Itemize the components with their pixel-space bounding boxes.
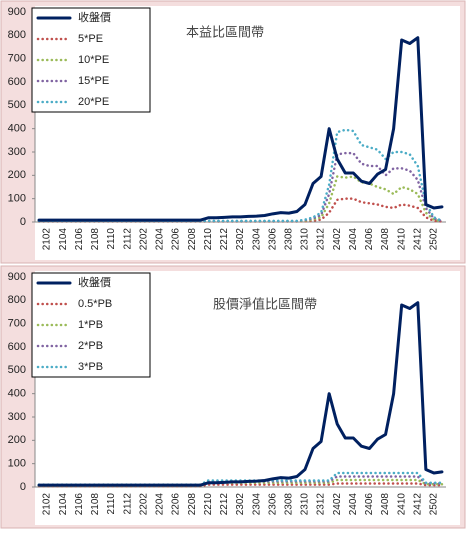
x-tick-label: 2404 [348,493,359,516]
x-tick-label: 2312 [316,493,327,516]
x-tick-label: 2408 [380,228,391,251]
x-tick-label: 2502 [429,493,440,516]
y-tick-label: 100 [8,193,26,205]
x-tick-label: 2110 [106,228,117,250]
x-tick-label: 2306 [267,228,278,251]
y-tick-label: 700 [8,53,26,65]
x-tick-label: 2408 [380,493,391,516]
x-tick-label: 2304 [251,493,262,516]
x-tick-label: 2110 [106,493,117,515]
legend-label: 20*PE [78,96,109,108]
x-tick-label: 2502 [429,228,440,251]
x-tick-label: 2410 [396,228,407,251]
x-tick-label: 2312 [316,228,327,251]
y-tick-label: 100 [8,458,26,470]
x-tick-label: 2308 [283,493,294,516]
x-tick-label: 2406 [364,493,375,516]
x-tick-label: 2210 [203,228,214,251]
y-tick-label: 300 [8,411,26,423]
x-tick-label: 2112 [122,228,133,250]
y-tick-label: 200 [8,169,26,181]
y-tick-label: 900 [8,6,26,18]
legend-label: 5*PE [78,33,103,45]
y-tick-label: 0 [20,481,26,493]
series-line [37,301,444,487]
x-tick-label: 2310 [300,493,311,516]
x-tick-label: 2206 [171,228,182,251]
y-tick-label: 300 [8,146,26,158]
y-tick-label: 500 [8,364,26,376]
x-tick-label: 2108 [90,228,101,251]
y-tick-label: 600 [8,76,26,88]
x-tick-label: 2108 [90,493,101,516]
x-tick-label: 2204 [155,228,166,251]
legend-label: 收盤價 [78,10,111,24]
x-tick-label: 2104 [58,228,69,251]
x-tick-label: 2402 [332,228,343,251]
y-tick-label: 400 [8,388,26,400]
legend-label: 2*PB [78,340,103,352]
x-tick-label: 2306 [267,493,278,516]
y-tick-label: 800 [8,294,26,306]
series-line [37,482,444,488]
x-tick-label: 2302 [235,228,246,251]
x-tick-label: 2406 [364,228,375,251]
x-tick-label: 2102 [42,493,53,516]
y-tick-label: 500 [8,99,26,111]
y-tick-label: 800 [8,29,26,41]
legend-label: 3*PB [78,361,103,373]
x-tick-label: 2412 [412,493,423,516]
y-tick-label: 600 [8,341,26,353]
series-line [37,36,444,222]
x-tick-label: 2102 [42,228,53,251]
legend-label: 收盤價 [78,275,111,289]
y-tick-label: 700 [8,318,26,330]
x-tick-label: 2112 [122,493,133,515]
x-tick-label: 2106 [74,493,85,516]
x-tick-label: 2208 [187,493,198,516]
x-tick-label: 2310 [300,228,311,251]
x-tick-label: 2402 [332,493,343,516]
x-tick-label: 2410 [396,493,407,516]
x-tick-label: 2304 [251,228,262,251]
x-tick-label: 2106 [74,228,85,251]
y-tick-label: 200 [8,434,26,446]
legend-label: 0.5*PB [78,298,112,310]
chart-title: 本益比區間帶 [186,24,264,39]
x-tick-label: 2308 [283,228,294,251]
x-tick-label: 2104 [58,493,69,516]
x-tick-label: 2206 [171,493,182,516]
legend-label: 15*PE [78,75,109,87]
x-tick-label: 2208 [187,228,198,251]
x-tick-label: 2210 [203,493,214,516]
x-tick-label: 2204 [155,493,166,516]
x-tick-label: 2404 [348,228,359,251]
y-tick-label: 400 [8,123,26,135]
legend-label: 10*PE [78,54,109,66]
chart-title: 股價淨值比區間帶 [213,296,317,311]
x-tick-label: 2202 [138,228,149,251]
x-tick-label: 2212 [219,228,230,251]
x-tick-label: 2212 [219,493,230,516]
x-tick-label: 2412 [412,228,423,251]
y-tick-label: 0 [20,216,26,228]
x-tick-label: 2202 [138,493,149,516]
x-tick-label: 2302 [235,493,246,516]
y-tick-label: 900 [8,271,26,283]
legend-label: 1*PB [78,319,103,331]
series-line [37,128,444,223]
